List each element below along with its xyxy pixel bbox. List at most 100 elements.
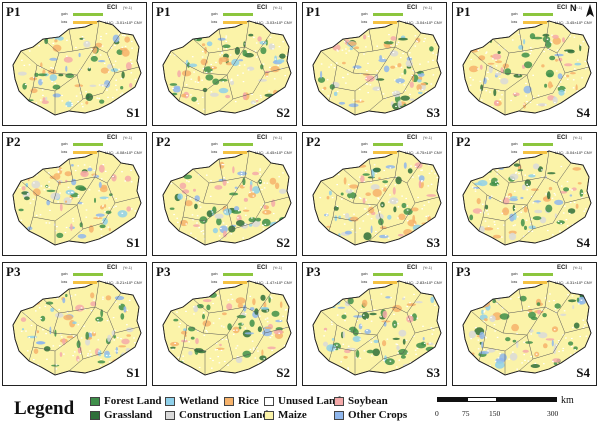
scenario-label: S2 <box>276 235 290 250</box>
legend-item: Construction Land <box>165 409 269 421</box>
eci-gain-bar <box>373 143 403 146</box>
period-label: P2 <box>156 134 171 149</box>
map-panel: P2 S4 ECI (Yr-1) gain loss LUC: -5.04×10… <box>452 132 597 256</box>
region-map <box>312 20 442 116</box>
region-map <box>12 280 142 376</box>
eci-title: ECI <box>107 265 118 271</box>
legend-item: Rice <box>224 395 259 407</box>
map-panel: P3 S2 ECI (Yr-1) gain loss LUC: -1.47×10… <box>152 262 297 386</box>
eci-inset: ECI (Yr-1) gain loss LUC: -1.47×10⁵ CNY <box>211 265 296 288</box>
legend-swatch <box>334 410 344 420</box>
eci-caption-loss: loss <box>361 150 368 154</box>
legend-item: Wetland <box>165 395 219 407</box>
map-panel: P2 S2 ECI (Yr-1) gain loss LUC: -4.45×10… <box>152 132 297 256</box>
eci-title: ECI <box>257 265 268 271</box>
scenario-label: S3 <box>426 105 440 120</box>
eci-title: ECI <box>407 5 418 11</box>
period-label: P3 <box>456 264 471 279</box>
eci-range: (Yr-1) <box>123 6 132 10</box>
eci-inset: ECI (Yr-1) gain loss LUC: -4.45×10⁵ CNY <box>211 135 296 158</box>
region-map <box>162 150 292 246</box>
eci-title: ECI <box>257 5 268 11</box>
map-panel: P1 S3 ECI (Yr-1) gain loss LUC: -3.04×10… <box>302 2 447 126</box>
eci-title: ECI <box>557 5 568 11</box>
legend-item: Forest Land <box>90 395 162 407</box>
eci-gain-bar <box>523 143 553 146</box>
legend-swatch <box>264 410 274 420</box>
period-label: P1 <box>456 4 471 19</box>
eci-caption-gain: gain <box>511 12 518 16</box>
legend-swatch <box>90 396 100 406</box>
eci-loss-bar <box>373 151 397 154</box>
scenario-label: S1 <box>126 105 140 120</box>
eci-caption-loss: loss <box>211 150 218 154</box>
eci-range: (Yr-1) <box>123 136 132 140</box>
luc-value: LUC: -3.04×10⁵ CNY <box>405 20 443 25</box>
scenario-label: S4 <box>576 365 590 380</box>
region-map <box>462 150 592 246</box>
legend-item: Soybean <box>334 395 388 407</box>
region-map <box>162 280 292 376</box>
eci-caption-loss: loss <box>361 20 368 24</box>
legend-label: Rice <box>238 395 259 407</box>
scenario-label: S3 <box>426 235 440 250</box>
eci-range: (Yr-1) <box>273 6 282 10</box>
period-label: P3 <box>6 264 21 279</box>
eci-range: (Yr-1) <box>573 136 582 140</box>
luc-value: LUC: -5.21×10⁵ CNY <box>105 280 143 285</box>
north-label: N <box>570 3 577 13</box>
scenario-label: S4 <box>576 105 590 120</box>
eci-loss-bar <box>73 21 97 24</box>
eci-caption-gain: gain <box>61 142 68 146</box>
legend-title: Legend <box>14 398 75 419</box>
eci-caption-gain: gain <box>511 272 518 276</box>
legend-item: Unused Land <box>264 395 341 407</box>
scenario-label: S3 <box>426 365 440 380</box>
eci-range: (Yr-1) <box>273 266 282 270</box>
period-label: P2 <box>6 134 21 149</box>
eci-loss-bar <box>523 21 547 24</box>
map-panel: P1 S4 ECI (Yr-1) gain loss LUC: -3.45×10… <box>452 2 597 126</box>
legend-item: Other Crops <box>334 409 407 421</box>
region-map <box>312 280 442 376</box>
region-map <box>162 20 292 116</box>
eci-gain-bar <box>73 273 103 276</box>
eci-gain-bar <box>223 273 253 276</box>
period-label: P1 <box>156 4 171 19</box>
region-map <box>462 20 592 116</box>
legend-item: Grassland <box>90 409 152 421</box>
scenario-label: S2 <box>276 105 290 120</box>
eci-inset: ECI (Yr-1) gain loss LUC: -3.45×10⁵ CNY <box>511 5 596 28</box>
legend-swatch <box>90 410 100 420</box>
scale-tick: 300 <box>547 409 559 418</box>
scale-tick: 75 <box>462 409 470 418</box>
eci-loss-bar <box>73 151 97 154</box>
region-map <box>462 280 592 376</box>
eci-caption-loss: loss <box>511 20 518 24</box>
eci-inset: ECI (Yr-1) gain loss LUC: -4.31×10⁵ CNY <box>511 265 596 288</box>
map-panel: P3 S1 ECI (Yr-1) gain loss LUC: -5.21×10… <box>2 262 147 386</box>
eci-gain-bar <box>73 13 103 16</box>
eci-caption-gain: gain <box>61 272 68 276</box>
eci-loss-bar <box>223 151 247 154</box>
eci-range: (Yr-1) <box>123 266 132 270</box>
eci-title: ECI <box>107 5 118 11</box>
legend-swatch <box>165 410 175 420</box>
map-panel-grid: P1 S1 ECI (Yr-1) gain loss LUC: -3.01×10… <box>2 2 598 387</box>
eci-inset: ECI (Yr-1) gain loss LUC: -3.03×10⁵ CNY <box>211 5 296 28</box>
period-label: P2 <box>456 134 471 149</box>
eci-range: (Yr-1) <box>273 136 282 140</box>
eci-caption-gain: gain <box>361 12 368 16</box>
eci-gain-bar <box>523 273 553 276</box>
eci-range: (Yr-1) <box>573 266 582 270</box>
scenario-label: S4 <box>576 235 590 250</box>
scale-tick: 0 <box>435 409 439 418</box>
eci-caption-loss: loss <box>61 150 68 154</box>
period-label: P2 <box>306 134 321 149</box>
period-label: P3 <box>306 264 321 279</box>
eci-caption-gain: gain <box>361 142 368 146</box>
eci-caption-loss: loss <box>511 150 518 154</box>
legend-label: Construction Land <box>179 409 269 421</box>
legend-swatch <box>224 396 234 406</box>
scale-bar-segment <box>497 397 557 402</box>
